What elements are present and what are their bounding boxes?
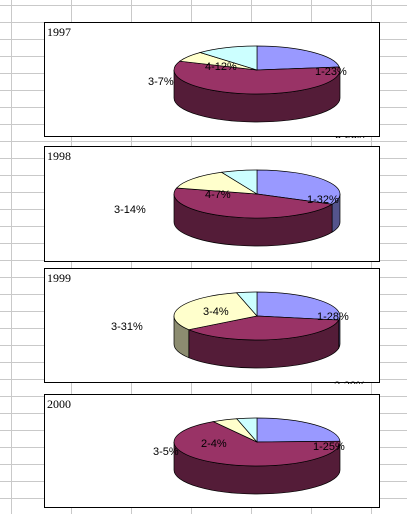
pie-slice bbox=[256, 417, 341, 443]
chart-title: 1999 bbox=[47, 271, 71, 285]
pie-chart-svg: 1-32%2-47%3-14%4-7% bbox=[114, 169, 341, 247]
pie-slice bbox=[256, 169, 341, 205]
slice-label: 1-28% bbox=[317, 311, 349, 323]
slice-label: 1-32% bbox=[307, 194, 339, 206]
pie-slice bbox=[256, 291, 341, 321]
pie-chart-1999: 1999 1-28% 2-38% 3-31% 3-4% bbox=[44, 268, 380, 384]
pie-chart-svg: 1-23% 2-58% 3-7% 4-12% bbox=[148, 45, 367, 138]
pie-chart-1997: 1997 1-23% 2-58% 3-7% 4-12% bbox=[44, 22, 380, 138]
slice-label: 2-38% bbox=[334, 380, 366, 384]
chart-title: 2000 bbox=[47, 397, 71, 411]
pie-chart-svg: 1-25%2-68%3-5%2-4% bbox=[153, 417, 345, 495]
pie-slice bbox=[198, 45, 258, 71]
slice-label: 3-14% bbox=[114, 204, 146, 216]
pie-slice bbox=[235, 291, 258, 317]
slice-label: 4-7% bbox=[205, 189, 231, 201]
pie-slice bbox=[173, 421, 341, 467]
slice-label: 1-25% bbox=[313, 441, 345, 453]
pie-slice bbox=[256, 45, 340, 71]
pie-slice bbox=[220, 169, 258, 195]
pie-group bbox=[173, 169, 341, 247]
slice-label: 4-12% bbox=[205, 61, 237, 73]
slice-label: 3-5% bbox=[153, 446, 179, 458]
pie-group bbox=[173, 45, 341, 123]
slice-label: 3-7% bbox=[148, 76, 174, 88]
chart-title: 1998 bbox=[47, 149, 71, 163]
pie-slice bbox=[236, 417, 258, 443]
slice-label: 2-58% bbox=[335, 135, 367, 138]
pie-group bbox=[173, 291, 341, 369]
pie-chart-1998: 1998 1-32%2-47%3-14%4-7% bbox=[44, 146, 380, 262]
pie-group bbox=[173, 417, 341, 495]
pie-chart-svg: 1-28% 2-38% 3-31% 3-4% bbox=[111, 291, 366, 384]
slice-label: 3-4% bbox=[203, 306, 229, 318]
slice-label: 2-4% bbox=[201, 438, 227, 450]
pie-slice bbox=[173, 60, 341, 95]
pie-chart-2000: 2000 1-25%2-68%3-5%2-4% bbox=[44, 394, 380, 508]
pie-slice bbox=[173, 187, 334, 219]
pie-slice bbox=[187, 315, 340, 341]
chart-title: 1997 bbox=[47, 25, 71, 39]
pie-slice bbox=[175, 171, 258, 195]
slice-label: 3-31% bbox=[111, 321, 143, 333]
pie-slice bbox=[173, 292, 258, 331]
slice-label: 1-23% bbox=[315, 66, 347, 78]
